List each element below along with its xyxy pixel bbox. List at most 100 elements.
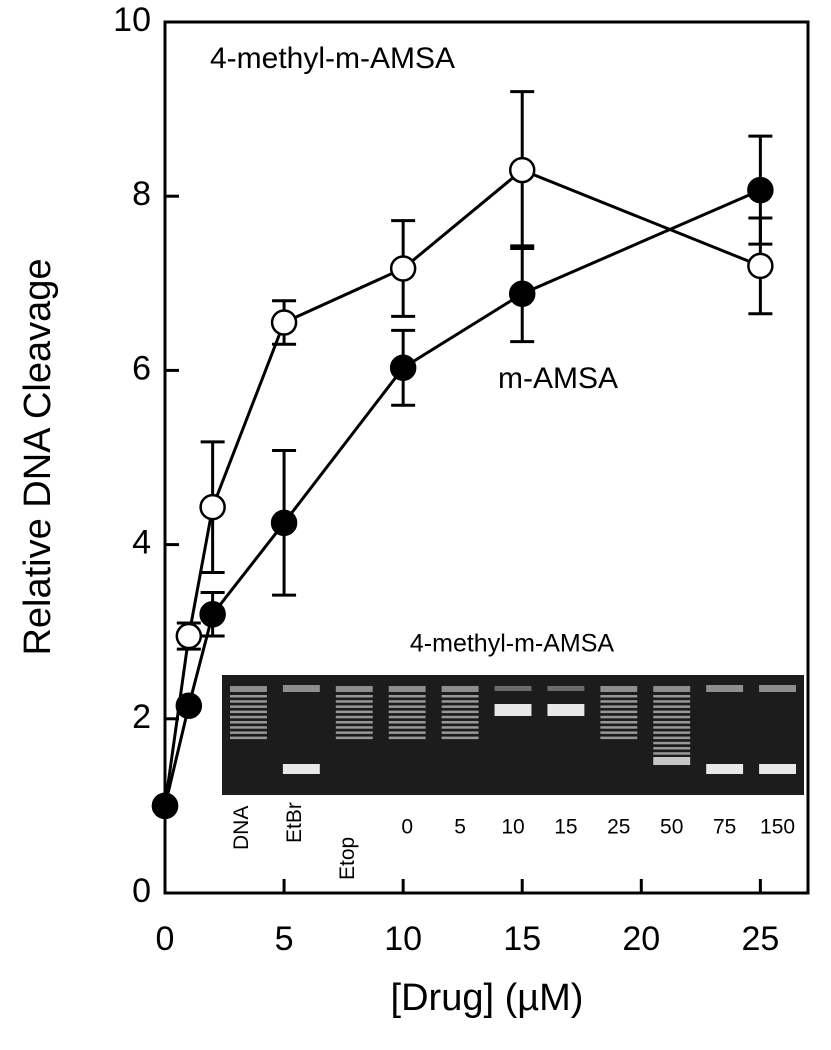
gel-band: [600, 705, 638, 708]
gel-band: [230, 726, 267, 729]
gel-band: [388, 715, 426, 719]
gel-band: [653, 700, 691, 703]
gel-band: [706, 685, 744, 692]
gel-band: [388, 731, 426, 734]
y-tick-label: 8: [132, 175, 151, 213]
gel-band: [335, 721, 373, 724]
gel-band: [441, 715, 479, 719]
gel-band: [653, 757, 691, 765]
data-point: [151, 792, 179, 820]
data-point: [747, 176, 774, 204]
gel-band: [441, 695, 479, 698]
gel-band: [335, 726, 373, 729]
x-tick-label: 0: [156, 920, 175, 958]
lane-label: 5: [454, 816, 466, 839]
data-point: [175, 692, 203, 719]
gel-band: [230, 731, 267, 734]
gel-band: [547, 686, 585, 691]
lane-label: 10: [501, 816, 524, 839]
lane-label: EtBr: [283, 802, 306, 843]
gel-band: [600, 731, 638, 734]
y-axis-title: Relative DNA Cleavage: [17, 258, 59, 655]
gel-band: [653, 710, 691, 714]
plot-frame: [163, 20, 810, 895]
gel-image: [222, 675, 804, 795]
gel-band: [282, 764, 320, 774]
gel-band: [230, 686, 267, 692]
y-tick-label: 10: [113, 1, 151, 39]
gel-band: [388, 686, 426, 692]
gel-band: [230, 736, 267, 740]
y-tick-label: 6: [132, 349, 151, 387]
gel-band: [335, 686, 373, 692]
gel-band: [388, 710, 426, 714]
gel-band: [230, 721, 267, 724]
gel-band: [653, 736, 691, 740]
lane-label: 15: [554, 816, 577, 839]
lane-label: 150: [760, 816, 795, 839]
gel-band: [441, 731, 479, 734]
gel-band: [388, 705, 426, 708]
gel-band: [653, 741, 691, 745]
gel-band: [494, 686, 532, 691]
gel-band: [653, 705, 691, 708]
gel-band: [600, 721, 638, 724]
gel-band: [600, 686, 638, 692]
gel-band: [653, 686, 691, 692]
gel-band: [441, 726, 479, 729]
gel-band: [759, 685, 796, 692]
gel-inset: 4-methyl-m-AMSA: [222, 630, 804, 795]
lane-label: 75: [713, 816, 736, 839]
data-point: [508, 280, 536, 308]
gel-band: [600, 710, 638, 714]
x-tick-label: 10: [384, 920, 422, 958]
gel-band: [282, 685, 320, 692]
series-label: m-AMSA: [498, 362, 618, 395]
inset-title: 4-methyl-m-AMSA: [410, 630, 615, 658]
x-tick-label: 20: [622, 920, 660, 958]
y-tick-label: 2: [132, 698, 151, 736]
gel-band: [388, 736, 426, 740]
lane-label: 50: [660, 816, 683, 839]
data-point: [389, 354, 417, 382]
gel-band: [600, 695, 638, 698]
data-point: [389, 255, 417, 282]
lane-label: 0: [401, 816, 413, 839]
gel-band: [600, 736, 638, 740]
gel-band: [653, 731, 691, 734]
data-point: [508, 156, 536, 184]
lane-label: DNA: [230, 806, 253, 850]
x-tick-label: 15: [503, 920, 541, 958]
y-tick-label: 0: [132, 872, 151, 910]
x-axis-title: [Drug] (µM): [391, 977, 584, 1019]
x-tick-label: 5: [275, 920, 294, 958]
gel-band: [494, 704, 532, 716]
gel-band: [441, 705, 479, 708]
gel-band: [653, 715, 691, 719]
gel-band: [441, 700, 479, 703]
gel-band: [441, 736, 479, 740]
gel-band: [441, 686, 479, 692]
gel-band: [388, 695, 426, 698]
gel-band: [759, 764, 796, 774]
gel-band: [230, 710, 267, 714]
gel-band: [230, 705, 267, 708]
gel-band: [230, 700, 267, 703]
gel-band: [653, 726, 691, 729]
gel-band: [335, 715, 373, 719]
gel-band: [230, 695, 267, 698]
gel-band: [388, 721, 426, 724]
gel-band: [547, 704, 585, 716]
gel-band: [388, 700, 426, 703]
gel-band: [335, 700, 373, 703]
data-point: [747, 252, 774, 280]
lane-label: 25: [607, 816, 630, 839]
data-point: [270, 309, 298, 336]
y-tick-label: 4: [132, 524, 151, 562]
gel-band: [388, 726, 426, 729]
series-label: 4-methyl-m-AMSA: [210, 42, 455, 75]
gel-band: [335, 710, 373, 714]
data-point: [199, 493, 226, 521]
gel-band: [653, 721, 691, 724]
